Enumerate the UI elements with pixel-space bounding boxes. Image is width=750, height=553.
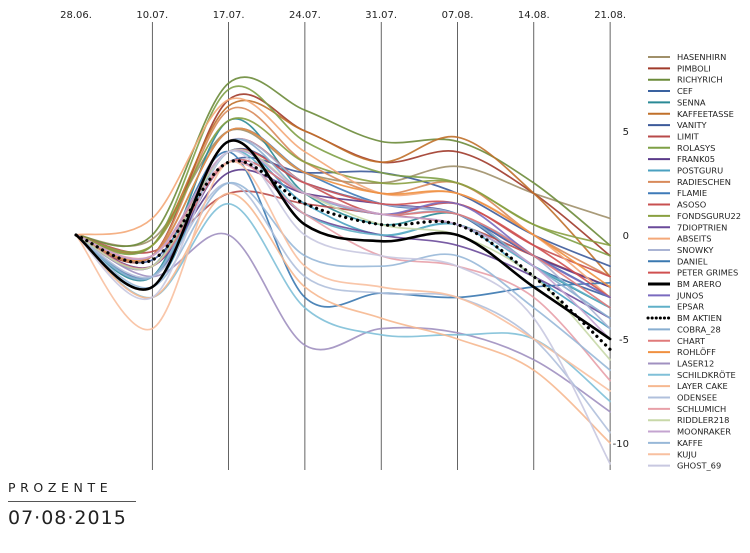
legend-label: HASENHIRN xyxy=(677,52,726,62)
legend-label: LIMIT xyxy=(677,131,700,141)
y-axis-ticks: 5 0 -5 -10 xyxy=(613,127,629,450)
series-line-layer-cake xyxy=(75,192,611,444)
x-tick-label: 14.08. xyxy=(518,10,550,21)
report-date: 07·08·2015 xyxy=(8,507,127,529)
legend-label: SENNA xyxy=(677,97,706,107)
y-tick-label: -10 xyxy=(613,439,629,450)
series-line-kuju xyxy=(75,160,611,392)
legend-label: FONDSGURU22 xyxy=(677,211,741,221)
series-line-laser12 xyxy=(75,232,611,413)
legend-label: PIMBOLI xyxy=(677,63,711,73)
legend-label: SCHILDKRÖTE xyxy=(677,370,736,380)
legend-label: KUJU xyxy=(677,449,697,459)
legend-label: BM ARERO xyxy=(677,279,722,289)
x-tick-label: 21.08. xyxy=(594,10,626,21)
legend-label: JUNOS xyxy=(676,290,704,300)
caption: PROZENTE 07·08·2015 xyxy=(8,480,138,529)
date-labels: 28.06. 10.07. 17.07. 24.07. 31.07. 07.08. 14.0… xyxy=(60,10,626,21)
legend-label: CHART xyxy=(677,336,706,346)
legend-label: KAFFE xyxy=(677,438,703,448)
legend-label: FRANK05 xyxy=(677,154,715,164)
legend-label: RICHYRICH xyxy=(677,75,723,85)
legend-label: ABSEITS xyxy=(677,234,712,244)
legend-label: EPSAR xyxy=(677,302,704,312)
legend-label: VANITY xyxy=(677,120,708,130)
legend-label: SCHLUMICH xyxy=(677,404,726,414)
legend-label: RIDDLER218 xyxy=(677,415,729,425)
legend-label: DANIEL xyxy=(677,256,708,266)
series-line-rohl-ff xyxy=(75,127,611,288)
legend-label: KAFFEETASSE xyxy=(677,109,734,119)
legend-label: LAYER CAKE xyxy=(677,381,728,391)
legend-label: LASER12 xyxy=(677,358,714,368)
x-tick-label: 28.06. xyxy=(60,10,92,21)
series-line-riddler218 xyxy=(75,148,611,361)
legend-label: ODENSEE xyxy=(677,393,717,403)
legend-label: PETER GRIMES xyxy=(677,268,738,278)
y-tick-label: -5 xyxy=(619,335,629,346)
caption-divider xyxy=(8,501,136,502)
legend-label: 7DIOPTRIEN xyxy=(677,222,727,232)
legend-label: POSTGURU xyxy=(677,166,723,176)
x-tick-label: 17.07. xyxy=(213,10,245,21)
x-tick-label: 07.08. xyxy=(442,10,474,21)
legend-label: GHOST_69 xyxy=(677,461,721,471)
date-gridlines xyxy=(151,22,611,470)
x-tick-label: 10.07. xyxy=(136,10,168,21)
legend-label: COBRA_28 xyxy=(677,324,721,334)
series-line-moonraker xyxy=(75,149,611,340)
series-line-richyrich xyxy=(75,76,611,248)
x-tick-label: 24.07. xyxy=(289,10,321,21)
legend-label: ROHLÖFF xyxy=(677,347,716,357)
series-line-ghost-69 xyxy=(75,150,611,465)
legend-label: ASOSO xyxy=(677,200,707,210)
legend-label: BM AKTIEN xyxy=(677,313,722,323)
legend-label: CEF xyxy=(677,86,693,96)
legend-label: FLAMIE xyxy=(677,188,707,198)
series-line-bm-aktien xyxy=(74,159,612,351)
y-tick-label: 5 xyxy=(623,127,629,138)
legend-label: MOONRAKER xyxy=(677,427,731,437)
series-line-bm-arero xyxy=(74,139,612,341)
series-line-fondsguru22 xyxy=(75,117,611,253)
unit-label: PROZENTE xyxy=(8,480,113,495)
series-line-hasenhirn xyxy=(75,128,611,247)
series-lines xyxy=(74,76,612,465)
y-tick-label: 0 xyxy=(623,231,629,242)
legend-label: RADIESCHEN xyxy=(677,177,731,187)
legend-label: SNOWKY xyxy=(677,245,714,255)
x-tick-label: 31.07. xyxy=(365,10,397,21)
legend-label: ROLASYS xyxy=(677,143,715,153)
